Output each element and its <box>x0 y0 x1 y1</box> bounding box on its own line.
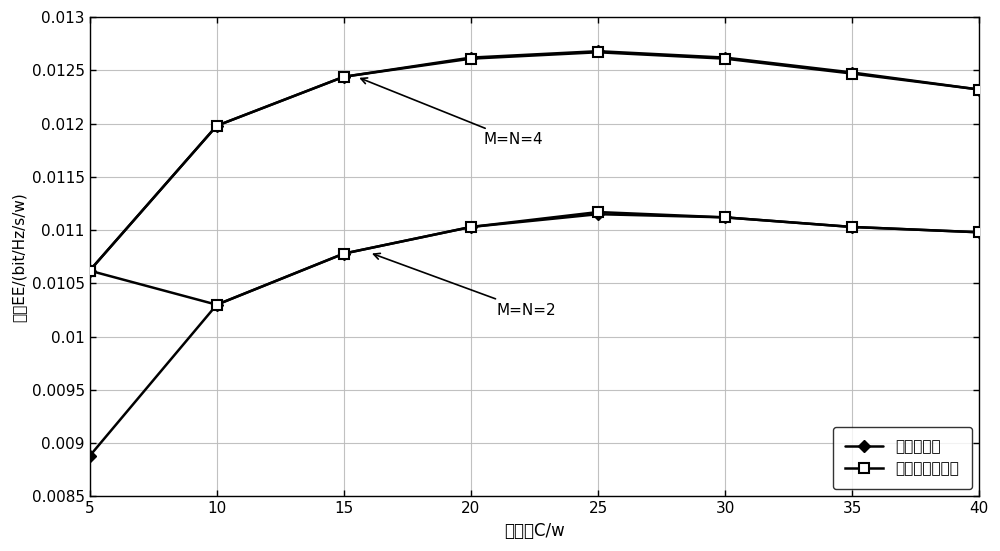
Text: M=N=4: M=N=4 <box>361 78 543 147</box>
穷举搜索法 <box>719 55 731 61</box>
Line: 本发明优化算法: 本发明优化算法 <box>85 47 984 276</box>
穷举搜索法 <box>592 48 604 55</box>
穷举搜索法 <box>211 122 223 129</box>
Legend: 穷举搜索法, 本发明优化算法: 穷举搜索法, 本发明优化算法 <box>833 427 972 489</box>
Text: M=N=2: M=N=2 <box>374 253 556 317</box>
穷举搜索法 <box>465 55 477 61</box>
本发明优化算法 <box>84 267 96 274</box>
本发明优化算法 <box>338 73 350 80</box>
本发明优化算法 <box>592 49 604 56</box>
本发明优化算法 <box>719 55 731 62</box>
本发明优化算法 <box>846 71 858 77</box>
穷举搜索法 <box>84 267 96 274</box>
本发明优化算法 <box>211 122 223 129</box>
X-axis label: 总功率C/w: 总功率C/w <box>504 522 565 540</box>
Y-axis label: 能效EE/(bit/Hz/s/w): 能效EE/(bit/Hz/s/w) <box>11 192 26 322</box>
Line: 穷举搜索法: 穷举搜索法 <box>85 47 983 275</box>
本发明优化算法 <box>973 87 985 93</box>
穷举搜索法 <box>338 73 350 80</box>
穷举搜索法 <box>846 69 858 76</box>
穷举搜索法 <box>973 87 985 93</box>
本发明优化算法 <box>465 55 477 62</box>
